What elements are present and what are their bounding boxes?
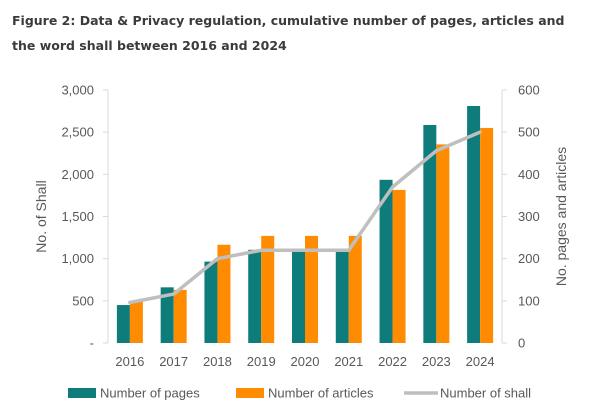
legend-label-number-of-pages: Number of pages	[100, 386, 200, 401]
x-tick-label-2016: 2016	[115, 354, 144, 369]
bar-number-of-pages-2016	[116, 305, 130, 343]
bar-number-of-pages-2020	[292, 249, 305, 343]
left-tick-label: 1,500	[61, 209, 94, 224]
bar-number-of-pages-2017	[160, 287, 174, 343]
bar-number-of-articles-2017	[173, 289, 187, 343]
legend-label-number-of-articles: Number of articles	[268, 386, 374, 401]
legend-swatch-number-of-pages	[68, 388, 96, 398]
right-tick-label: 300	[518, 209, 540, 224]
bar-number-of-pages-2023	[423, 124, 437, 343]
legend: Number of pages Number of articles Number …	[68, 386, 531, 401]
left-tick-label: 3,000	[61, 83, 94, 98]
x-tick-label-2023: 2023	[422, 354, 451, 369]
bar-number-of-articles-2023	[436, 144, 450, 343]
line-layer	[128, 130, 482, 305]
bar-number-of-articles-2024	[480, 127, 494, 343]
bar-number-of-articles-2016	[129, 301, 143, 343]
right-tick-label: 200	[518, 251, 540, 266]
right-tick-label: 500	[518, 125, 540, 140]
figure-title: Figure 2: Data & Privacy regulation, cum…	[12, 13, 565, 53]
bar-number-of-articles-2020	[305, 235, 318, 343]
bar-number-of-pages-2024	[467, 106, 481, 343]
bar-number-of-pages-2019	[248, 249, 262, 343]
bar-number-of-pages-2022	[379, 179, 393, 343]
x-tick-label-2022: 2022	[378, 354, 407, 369]
bar-number-of-pages-2018	[204, 261, 218, 343]
left-tick-label: -	[90, 336, 94, 351]
bar-number-of-articles-2019	[261, 235, 275, 343]
x-tick-label-2024: 2024	[466, 354, 495, 369]
bar-number-of-articles-2021	[348, 235, 362, 343]
legend-label-number-of-shall: Number of shall	[440, 386, 531, 401]
bar-number-of-articles-2022	[392, 189, 406, 343]
left-tick-label: 1,000	[61, 251, 94, 266]
right-tick-label: 400	[518, 167, 540, 182]
y2-axis-title: No. pages and articles	[553, 147, 569, 286]
x-tick-label-2018: 2018	[203, 354, 232, 369]
x-tick-label-2019: 2019	[247, 354, 276, 369]
x-tick-label-2017: 2017	[159, 354, 188, 369]
axes-layer: - 500 1,000 1,500 2,000 2,500 3,000 0 100 200 300 4…	[33, 83, 569, 370]
left-tick-label: 2,500	[61, 125, 94, 140]
left-tick-label: 2,000	[61, 167, 94, 182]
left-tick-label: 500	[72, 293, 94, 308]
bar-layer	[116, 106, 494, 343]
x-tick-label-2020: 2020	[291, 354, 320, 369]
line-number-of-shall	[128, 130, 482, 305]
legend-swatch-number-of-articles	[236, 388, 264, 398]
right-tick-label: 0	[518, 336, 525, 351]
y-axis-title: No. of Shall	[33, 180, 49, 252]
bar-number-of-pages-2021	[335, 249, 349, 343]
right-tick-label: 600	[518, 83, 540, 98]
bar-number-of-articles-2018	[217, 244, 231, 343]
right-tick-label: 100	[518, 293, 540, 308]
x-tick-label-2021: 2021	[334, 354, 363, 369]
